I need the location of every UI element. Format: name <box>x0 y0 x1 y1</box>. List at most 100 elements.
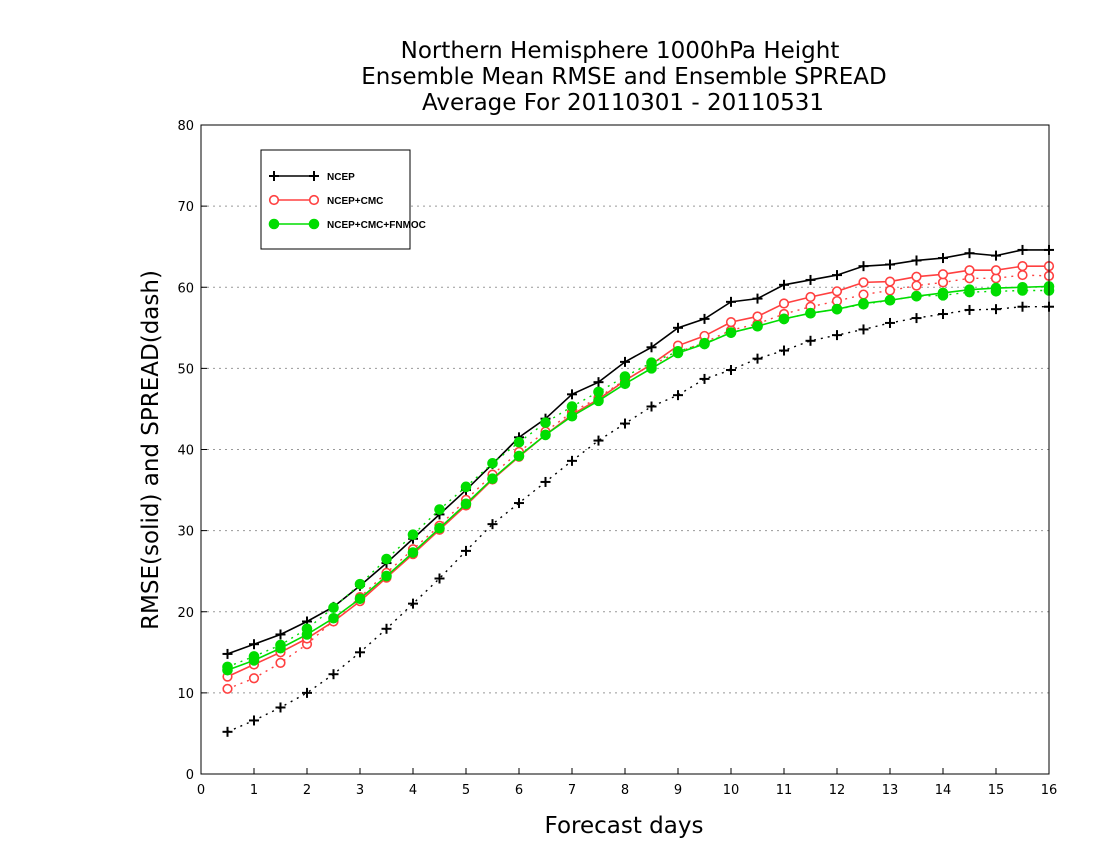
rmse-point <box>566 410 578 422</box>
x-tick-label: 10 <box>723 783 740 798</box>
rmse-point <box>567 389 577 400</box>
spread-point <box>858 324 869 335</box>
x-tick-label: 11 <box>776 783 793 798</box>
spread-point <box>911 280 922 291</box>
rmse-point <box>726 296 736 307</box>
y-axis-label: RMSE(solid) and SPREAD(dash) <box>138 270 164 630</box>
series-ncep-cmc-fnmoc <box>222 281 1055 676</box>
spread-point <box>354 578 366 590</box>
y-tick-label: 40 <box>177 444 194 459</box>
y-tick-label: 60 <box>177 281 194 296</box>
spread-point <box>355 647 365 658</box>
x-tick-label: 6 <box>515 783 523 798</box>
rmse-point <box>540 429 551 441</box>
rmse-point <box>249 639 259 650</box>
rmse-point <box>884 276 896 287</box>
rmse-point <box>858 277 869 288</box>
spread-point <box>938 309 948 320</box>
spread-line <box>227 274 1050 690</box>
x-tick-label: 5 <box>462 783 470 798</box>
rmse-point <box>990 282 1002 294</box>
legend-label: NCEP+CMC+FNMOC <box>327 220 426 231</box>
rmse-point <box>911 290 922 302</box>
spread-line <box>227 289 1049 668</box>
rmse-point <box>434 522 445 534</box>
y-tick-label: 0 <box>186 768 194 783</box>
rmse-point <box>778 313 790 325</box>
legend-marker <box>268 218 280 230</box>
rmse-point <box>964 284 975 295</box>
rmse-point <box>805 307 816 319</box>
rmse-point <box>858 298 869 309</box>
rmse-point <box>301 629 313 640</box>
legend-marker <box>268 194 280 206</box>
x-tick-label: 15 <box>988 783 1005 798</box>
rmse-point <box>699 313 710 324</box>
legend-marker <box>309 171 319 181</box>
y-tick-label: 50 <box>177 362 194 377</box>
rmse-point <box>593 395 604 407</box>
rmse-point <box>752 320 763 332</box>
y-axis: 0 10 20 30 40 50 60 70 80 <box>177 119 207 783</box>
rmse-point <box>222 648 233 659</box>
legend-marker <box>308 218 320 230</box>
rmse-point <box>752 311 763 322</box>
rmse-point <box>805 291 816 303</box>
spread-point <box>566 401 578 412</box>
x-tick-label: 14 <box>935 783 952 798</box>
legend-marker <box>269 171 279 181</box>
rmse-point <box>1017 261 1028 272</box>
spread-point <box>434 573 445 584</box>
x-tick-label: 9 <box>674 783 682 798</box>
rmse-point <box>222 664 233 676</box>
spread-point <box>275 657 286 668</box>
y-tick-label: 70 <box>177 200 194 215</box>
spread-point <box>408 598 418 609</box>
spread-point <box>991 304 1001 315</box>
spread-point <box>275 702 286 713</box>
spread-point <box>540 417 551 429</box>
y-tick-label: 20 <box>177 606 194 621</box>
rmse-point <box>673 322 683 333</box>
spread-point <box>540 476 551 487</box>
rmse-point <box>646 342 657 353</box>
rmse-point <box>1017 281 1028 293</box>
rmse-point <box>831 303 843 315</box>
spread-point <box>381 553 392 565</box>
rmse-point <box>672 347 684 359</box>
x-tick-label: 8 <box>621 783 629 798</box>
rmse-point <box>725 327 737 338</box>
rmse-point <box>964 265 975 276</box>
spread-point <box>752 353 763 364</box>
legend-label: NCEP <box>327 172 355 183</box>
rmse-point <box>937 269 949 280</box>
spread-line <box>227 306 1049 733</box>
rmse-point <box>964 248 975 259</box>
spread-point <box>620 418 630 429</box>
spread-point <box>328 602 339 613</box>
rmse-point <box>937 287 949 299</box>
rmse-point <box>275 629 286 640</box>
rmse-point <box>885 259 895 270</box>
rmse-point <box>752 293 763 304</box>
rmse-point <box>593 377 604 388</box>
spread-point <box>249 715 259 726</box>
rmse-point <box>725 317 737 328</box>
rmse-point <box>778 298 790 309</box>
spread-point <box>937 277 949 288</box>
rmse-point <box>328 612 339 624</box>
spread-point <box>487 457 498 469</box>
spread-point <box>699 373 710 384</box>
rmse-point <box>248 655 260 666</box>
rmse-point <box>513 450 525 462</box>
legend-marker <box>308 194 320 206</box>
spread-point <box>222 683 233 694</box>
x-tick-label: 3 <box>356 783 364 798</box>
spread-point <box>779 345 789 356</box>
spread-point <box>858 289 869 300</box>
rmse-point <box>990 265 1002 276</box>
rmse-point <box>884 294 896 306</box>
y-tick-label: 10 <box>177 687 194 702</box>
spread-point <box>964 304 975 315</box>
